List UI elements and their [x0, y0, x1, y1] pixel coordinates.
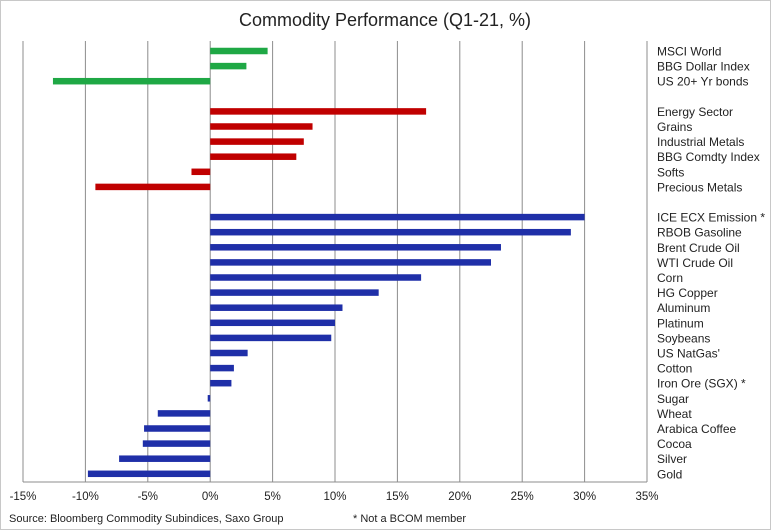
- bar: [144, 425, 211, 432]
- x-tick-label: 5%: [264, 491, 281, 503]
- category-label: Aluminum: [657, 301, 710, 315]
- chart-title: Commodity Performance (Q1-21, %): [239, 10, 531, 30]
- bar: [210, 364, 234, 372]
- category-label: Precious Metals: [657, 180, 742, 194]
- bar: [87, 470, 211, 478]
- category-label: Arabica Coffee: [657, 422, 736, 436]
- membership-footnote: * Not a BCOM member: [353, 513, 466, 525]
- bar: [210, 244, 501, 251]
- category-label: US 20+ Yr bonds: [657, 75, 749, 89]
- bar: [210, 153, 297, 160]
- x-tick-label: 20%: [448, 491, 471, 503]
- bar: [210, 228, 571, 236]
- category-label: Gold: [657, 467, 682, 481]
- category-label: US NatGas': [657, 347, 720, 361]
- bar: [210, 108, 427, 115]
- category-label: Grains: [657, 120, 692, 134]
- category-label: Corn: [657, 271, 683, 285]
- bar: [210, 259, 491, 266]
- bar: [142, 440, 211, 447]
- x-tick-label: -10%: [72, 491, 99, 503]
- x-tick-label: 10%: [323, 491, 346, 503]
- bar: [210, 379, 232, 387]
- bar: [191, 168, 211, 176]
- bar: [210, 304, 343, 311]
- x-axis-tick-labels: -15% -10% -5% 0% 5% 10% 15% 20% 25% 30% 35%: [10, 491, 659, 503]
- bar: [207, 395, 211, 402]
- bar: [210, 349, 248, 357]
- bar: [210, 334, 332, 342]
- category-label: Soybeans: [657, 331, 710, 345]
- bar: [52, 77, 211, 85]
- category-label: Brent Crude Oil: [657, 241, 740, 255]
- bar: [210, 289, 379, 296]
- category-label: Cotton: [657, 362, 692, 376]
- category-label: Cocoa: [657, 437, 692, 451]
- category-label: Silver: [657, 452, 687, 466]
- bar: [119, 455, 211, 462]
- category-label: Softs: [657, 165, 684, 179]
- source-footnote: Source: Bloomberg Commodity Subindices, …: [9, 513, 284, 525]
- bar: [210, 319, 335, 327]
- category-label: Iron Ore (SGX) *: [657, 377, 746, 391]
- x-tick-label: 35%: [635, 491, 658, 503]
- category-label: Platinum: [657, 316, 704, 330]
- category-label: Industrial Metals: [657, 135, 744, 149]
- category-label: BBG Comdty Index: [657, 150, 760, 164]
- category-label: Wheat: [657, 407, 692, 421]
- x-tick-label: 15%: [386, 491, 409, 503]
- category-label: RBOB Gasoline: [657, 226, 742, 240]
- x-tick-label: 25%: [511, 491, 534, 503]
- category-label: Energy Sector: [657, 105, 733, 119]
- bar: [210, 62, 247, 70]
- bar: [210, 47, 268, 55]
- category-label: Sugar: [657, 392, 689, 406]
- x-tick-label: -15%: [10, 491, 37, 503]
- bar: [95, 183, 211, 191]
- x-tick-label: -5%: [138, 491, 158, 503]
- bars: [52, 47, 585, 478]
- bar: [210, 138, 304, 145]
- bar: [210, 213, 585, 221]
- x-tick-label: 0%: [202, 491, 219, 503]
- bar: [210, 274, 422, 281]
- category-label: BBG Dollar Index: [657, 60, 750, 74]
- category-label: MSCI World: [657, 45, 721, 59]
- bar: [210, 123, 313, 130]
- category-label: ICE ECX Emission *: [657, 211, 765, 225]
- x-tick-label: 30%: [573, 491, 596, 503]
- category-label: HG Copper: [657, 286, 718, 300]
- bar: [157, 410, 211, 417]
- category-label: WTI Crude Oil: [657, 256, 733, 270]
